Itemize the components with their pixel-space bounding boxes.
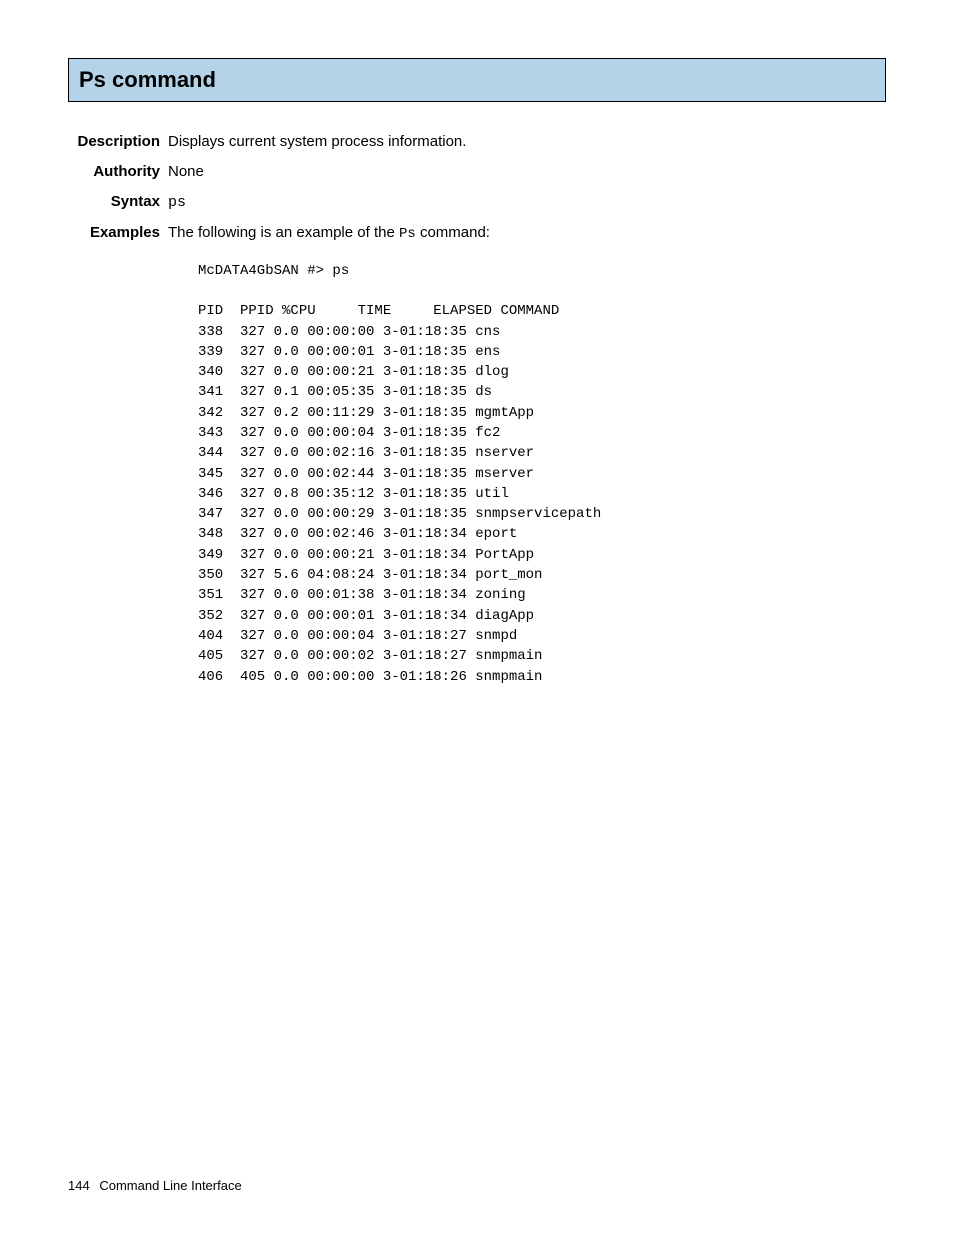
description-row: Description Displays current system proc…	[68, 132, 886, 152]
syntax-row: Syntax ps	[68, 192, 886, 213]
examples-intro-post: command:	[416, 224, 490, 241]
section-heading: Ps command	[79, 65, 875, 95]
authority-value: None	[168, 162, 886, 182]
syntax-value: ps	[168, 193, 886, 213]
description-value: Displays current system process informat…	[168, 132, 886, 152]
ps-output: PID PPID %CPU TIME ELAPSED COMMAND 338 3…	[198, 301, 886, 687]
section-heading-box: Ps command	[68, 58, 886, 102]
examples-label: Examples	[68, 223, 168, 243]
example-block: McDATA4GbSAN #> ps PID PPID %CPU TIME EL…	[198, 262, 886, 687]
page-number: 144	[68, 1178, 90, 1193]
examples-intro: The following is an example of the Ps co…	[168, 223, 886, 244]
syntax-label: Syntax	[68, 192, 168, 212]
examples-row: Examples The following is an example of …	[68, 223, 886, 244]
authority-label: Authority	[68, 162, 168, 182]
page-footer: 144 Command Line Interface	[68, 1177, 242, 1195]
authority-row: Authority None	[68, 162, 886, 182]
examples-intro-cmd: Ps	[399, 226, 416, 242]
description-label: Description	[68, 132, 168, 152]
prompt-line: McDATA4GbSAN #> ps	[198, 262, 886, 281]
footer-title: Command Line Interface	[99, 1178, 241, 1193]
examples-intro-pre: The following is an example of the	[168, 224, 399, 241]
